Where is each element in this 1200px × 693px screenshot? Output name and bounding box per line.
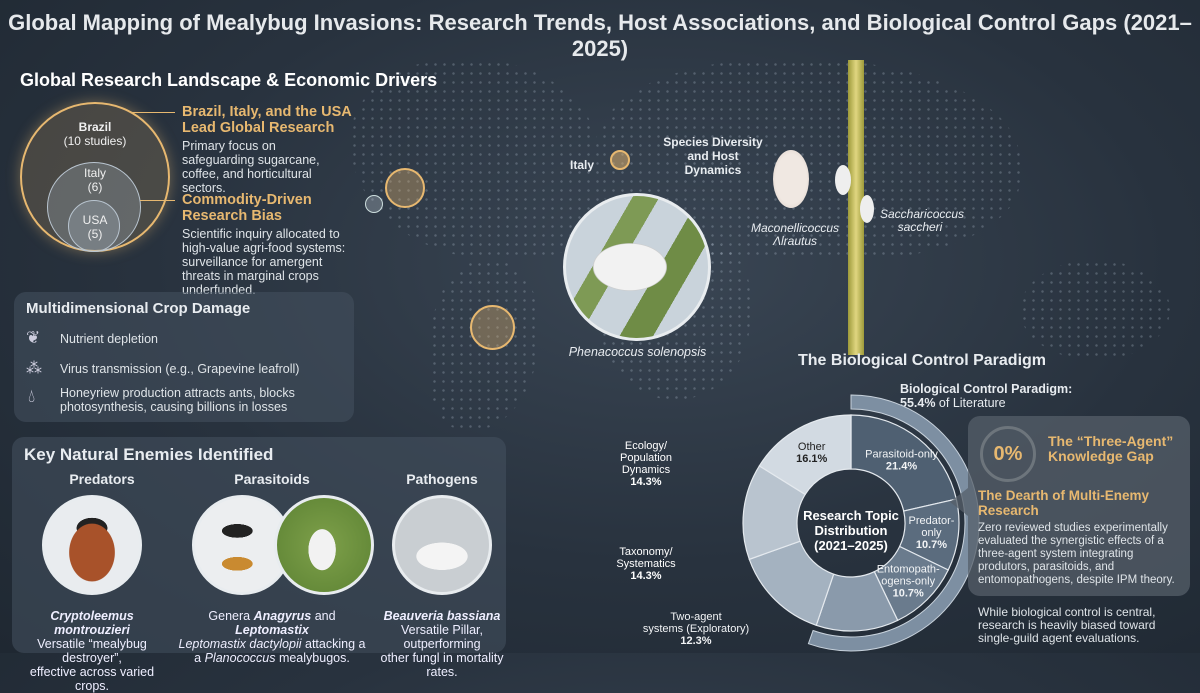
brazil-label: Brazil bbox=[78, 120, 112, 134]
parasitoid-text: and bbox=[311, 609, 336, 623]
parasitized-mealybug-image bbox=[274, 495, 374, 595]
saccharicoccus-label: Saccharicoccus saccheri bbox=[880, 207, 965, 234]
arc-value: 55.4% bbox=[900, 396, 936, 410]
arc-label: Biological Control Paradigm: bbox=[900, 382, 1073, 396]
droplet-icon: 💧︎ bbox=[28, 386, 36, 406]
damage-item: Honeyriew production attracts ants, bloc… bbox=[60, 386, 295, 414]
gap-title: Knowledge Gap bbox=[1048, 448, 1154, 464]
callout-pointer bbox=[950, 488, 968, 516]
italy-count: (6) bbox=[87, 180, 103, 194]
natural-enemies-panel: Key Natural Enemies Identified Predators… bbox=[12, 437, 506, 693]
species-heading: Species Diversity and Host Dynamics bbox=[663, 135, 763, 177]
point1-text: Primary focus on safeguarding sugarcane,… bbox=[182, 139, 320, 195]
mealybug-on-cane bbox=[860, 195, 874, 223]
damage-item: Nutrient depletion bbox=[60, 332, 158, 346]
parasitoid-text: a bbox=[194, 651, 205, 665]
damage-heading: Multidimensional Crop Damage bbox=[26, 300, 251, 317]
parasitoid-genus: Leptomastix bbox=[235, 623, 309, 637]
sugarcane-stalk-image bbox=[848, 60, 864, 355]
parasitoid-text: attacking a bbox=[301, 637, 366, 651]
usa-label: USA bbox=[82, 213, 108, 227]
slice-label: Parasitoid-only 21.4% bbox=[865, 449, 938, 473]
biocontrol-heading: The Biological Control Paradigm bbox=[798, 352, 1047, 369]
predator-desc: Versatile “mealybug destroyer”, bbox=[37, 637, 147, 665]
point2-title: Commodity-Driven Research Bias bbox=[182, 192, 312, 224]
point2-text: Scientific inquiry allocated to high-val… bbox=[182, 227, 346, 297]
page-title: Global Mapping of Mealybug Invasions: Re… bbox=[8, 10, 1192, 61]
maconellicoccus-label: Maconellicoccus Λlrautus bbox=[750, 221, 840, 248]
italy-marker bbox=[610, 150, 630, 170]
parasitoid-genus: Anagyrus bbox=[253, 609, 312, 623]
damage-item: Virus transmission (e.g., Grapevine leaf… bbox=[60, 362, 300, 376]
usa-marker-small bbox=[365, 195, 383, 213]
parasitoid-text: mealybugos. bbox=[275, 651, 350, 665]
mealybug-on-cane bbox=[835, 165, 851, 195]
host-genus: Planococcus bbox=[204, 651, 276, 665]
zero-percent-badge: 0% bbox=[980, 426, 1036, 482]
slice-label: Two-agent systems (Exploratory) 12.3% bbox=[643, 611, 749, 647]
topic-donut-chart: Parasitoid-only 21.4% Predator-only 10.7% En… bbox=[616, 394, 980, 652]
crop-damage-panel: Multidimensional Crop Damage ❦ Nutrient … bbox=[14, 292, 354, 422]
pathogens-title: Pathogens bbox=[406, 471, 478, 487]
landscape-heading: Global Research Landscape & Economic Dri… bbox=[20, 70, 438, 90]
donut-slice-other bbox=[758, 414, 852, 496]
chart-title: Research Topic Distribution (2021–2025) bbox=[803, 508, 899, 553]
gap-title: The “Three-Agent” bbox=[1048, 433, 1174, 449]
connector-line bbox=[140, 200, 175, 201]
enemies-heading: Key Natural Enemies Identified bbox=[24, 445, 274, 464]
parasitoid-species: Leptomastix dactylopii bbox=[178, 637, 302, 651]
virus-icon: ⁂ bbox=[26, 360, 42, 377]
connector-line bbox=[130, 112, 175, 113]
phenacoccus-label: Phenacoccus solenopsis bbox=[568, 345, 707, 359]
italy-circle-label: Italy bbox=[83, 166, 106, 180]
parasitoids-title: Parasitoids bbox=[234, 471, 310, 487]
fungus-infected-mealybug-image bbox=[392, 495, 492, 595]
pathogen-desc: other fungl in mortality rates. bbox=[380, 651, 504, 679]
slice-label: Predator-only 10.7% bbox=[909, 515, 955, 551]
usa-marker bbox=[385, 168, 425, 208]
pathogen-species: Beauveria bassiana bbox=[383, 609, 501, 623]
biocontrol-note: While biological control is central, res… bbox=[978, 605, 1156, 645]
slice-label: Entomopath-ogens-only 10.7% bbox=[877, 563, 940, 599]
predators-title: Predators bbox=[69, 471, 135, 487]
usa-circle bbox=[68, 200, 120, 252]
italy-label: Italy bbox=[570, 158, 595, 172]
wasp-image bbox=[192, 495, 292, 595]
slice-label: Taxonomy/Systematics 14.3% bbox=[616, 546, 676, 582]
slice-label: Ecology/Population Dynamics 14.3% bbox=[620, 440, 672, 488]
point1-title: Brazil, Italy, and the USA Lead Global R… bbox=[182, 104, 352, 136]
arc-suffix: of Literature bbox=[935, 396, 1006, 410]
biocontrol-share-arc bbox=[807, 394, 980, 652]
phenacoccus-image bbox=[563, 193, 711, 341]
predator-desc: effective across varied crops. bbox=[29, 665, 155, 693]
knowledge-gap-panel: 0% The “Three-Agent” Knowledge Gap The De… bbox=[968, 416, 1190, 596]
gap-subtitle: The Dearth of Multi-Enemy Research bbox=[978, 488, 1150, 518]
predator-species: Cryptoleemus montrouzieri bbox=[50, 609, 134, 637]
brazil-marker bbox=[470, 305, 515, 350]
slice-label: Other 16.1% bbox=[796, 441, 827, 465]
maconellicoccus-image bbox=[773, 150, 809, 208]
pathogen-desc: Versatile Pillar, outperforming bbox=[401, 623, 483, 651]
map-australia bbox=[1020, 260, 1170, 360]
usa-count: (5) bbox=[87, 227, 103, 241]
ladybird-beetle-image bbox=[42, 495, 142, 595]
gap-text: Zero reviewed studies experimentally eva… bbox=[978, 522, 1175, 586]
leaf-icon: ❦ bbox=[26, 328, 41, 347]
brazil-count: (10 studies) bbox=[63, 134, 127, 148]
parasitoid-text: Genera bbox=[208, 609, 254, 623]
